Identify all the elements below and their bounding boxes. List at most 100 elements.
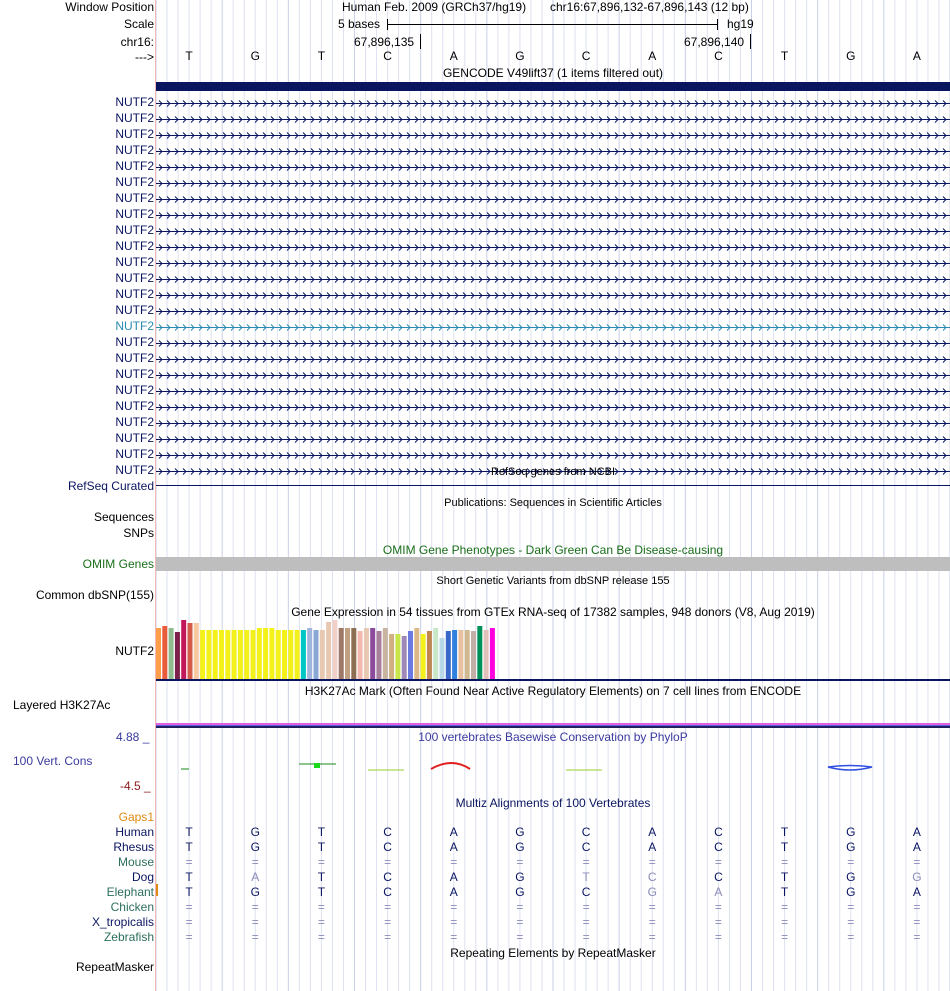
refseq-gene-line[interactable] — [156, 485, 950, 486]
gtex-tissue-bar[interactable] — [256, 628, 262, 679]
gtex-tissue-bar[interactable] — [244, 630, 250, 679]
gtex-tissue-bar[interactable] — [439, 638, 445, 679]
gtex-tissue-bar[interactable] — [263, 628, 269, 679]
gtex-tissue-bar[interactable] — [370, 628, 376, 679]
gencode-transcript-label[interactable]: NUTF2 — [115, 127, 154, 141]
gtex-tissue-bar[interactable] — [300, 630, 306, 679]
gtex-tissue-bar[interactable] — [206, 630, 212, 679]
h3k27ac-track-title[interactable]: H3K27Ac Mark (Often Found Near Active Re… — [304, 684, 802, 698]
gencode-transcript-intron[interactable] — [156, 116, 950, 123]
gtex-tissue-bar[interactable] — [464, 630, 470, 679]
gtex-tissue-bar[interactable] — [294, 630, 300, 679]
multiz-species-label[interactable]: Rhesus — [113, 840, 154, 854]
gtex-track-title[interactable]: Gene Expression in 54 tissues from GTEx … — [291, 605, 815, 619]
gencode-transcript-intron[interactable] — [156, 164, 950, 171]
multiz-gaps-label[interactable]: Gaps1 — [119, 810, 154, 825]
sequences-track-label[interactable]: Sequences — [93, 510, 154, 524]
gencode-transcript-label[interactable]: NUTF2 — [115, 95, 154, 109]
gencode-transcript-intron[interactable] — [156, 100, 950, 107]
gtex-tissue-bar[interactable] — [452, 630, 458, 679]
refseq-track-title[interactable]: RefSeq genes from NCBI — [490, 466, 616, 478]
gtex-tissue-bar[interactable] — [408, 631, 413, 679]
gencode-transcript-label[interactable]: NUTF2 — [115, 335, 154, 349]
omim-track-title[interactable]: OMIM Gene Phenotypes - Dark Green Can Be… — [382, 543, 724, 557]
gencode-transcript-label[interactable]: NUTF2 — [115, 447, 154, 461]
repeatmasker-track-title[interactable]: Repeating Elements by RepeatMasker — [450, 946, 656, 960]
gencode-transcript-intron[interactable] — [156, 148, 950, 155]
gtex-tissue-bar[interactable] — [363, 628, 369, 679]
gtex-tissue-bar[interactable] — [414, 628, 420, 679]
gtex-track-label[interactable]: NUTF2 — [115, 644, 154, 658]
gtex-tissue-bar[interactable] — [345, 628, 350, 679]
gencode-transcript-label[interactable]: NUTF2 — [115, 191, 154, 205]
gtex-tissue-bar[interactable] — [288, 630, 294, 679]
phylop-track-title[interactable]: 100 vertebrates Basewise Conservation by… — [418, 730, 688, 744]
repeatmasker-track-label[interactable]: RepeatMasker — [75, 960, 154, 974]
gencode-transcript-intron[interactable] — [156, 212, 950, 219]
gtex-tissue-bar[interactable] — [162, 626, 168, 679]
gencode-transcript-label[interactable]: NUTF2 — [115, 319, 154, 333]
gencode-transcript-intron[interactable] — [156, 420, 950, 427]
multiz-species-label[interactable]: Chicken — [110, 900, 154, 914]
gencode-transcript-label[interactable]: NUTF2 — [115, 303, 154, 317]
gencode-transcript-intron[interactable] — [156, 388, 950, 395]
gtex-tissue-bar[interactable] — [338, 628, 344, 679]
gencode-transcript-intron[interactable] — [156, 452, 950, 459]
gtex-tissue-bar[interactable] — [357, 631, 363, 679]
refseq-track-label[interactable]: RefSeq Curated — [67, 479, 154, 493]
gtex-tissue-bar[interactable] — [187, 623, 193, 679]
gtex-tissue-bar[interactable] — [156, 628, 161, 679]
gencode-transcript-label[interactable]: NUTF2 — [115, 207, 154, 221]
gtex-tissue-bar[interactable] — [174, 632, 180, 679]
gencode-transcript-label[interactable]: NUTF2 — [115, 463, 154, 477]
gtex-tissue-bar[interactable] — [332, 620, 338, 679]
omim-gene-bar[interactable] — [156, 557, 950, 571]
gencode-transcript-intron[interactable] — [156, 132, 950, 139]
gencode-transcript-label[interactable]: NUTF2 — [115, 287, 154, 301]
dbsnp-track-label[interactable]: Common dbSNP(155) — [35, 588, 154, 602]
gtex-tissue-bar[interactable] — [401, 636, 407, 679]
gencode-transcript-intron[interactable] — [156, 436, 950, 443]
gtex-tissue-bar[interactable] — [269, 628, 275, 679]
gtex-tissue-bar[interactable] — [376, 631, 382, 679]
gencode-collapsed-gene-bar[interactable] — [156, 82, 950, 91]
gtex-tissue-bar[interactable] — [307, 628, 313, 679]
publications-track-title[interactable]: Publications: Sequences in Scientific Ar… — [444, 497, 662, 509]
multiz-track-title[interactable]: Multiz Alignments of 100 Vertebrates — [455, 796, 651, 810]
gencode-transcript-intron[interactable] — [156, 324, 950, 331]
gencode-transcript-label[interactable]: NUTF2 — [115, 239, 154, 253]
gencode-transcript-label[interactable]: NUTF2 — [115, 111, 154, 125]
gencode-transcript-intron[interactable] — [156, 340, 950, 347]
gtex-tissue-bar[interactable] — [212, 630, 218, 679]
gencode-transcript-label[interactable]: NUTF2 — [115, 415, 154, 429]
multiz-species-label[interactable]: Zebrafish — [103, 930, 154, 944]
gtex-tissue-bar[interactable] — [219, 630, 224, 679]
gtex-tissue-bar[interactable] — [426, 631, 432, 679]
gtex-tissue-bar[interactable] — [483, 630, 489, 679]
gtex-tissue-bar[interactable] — [200, 630, 206, 679]
gtex-tissue-bar[interactable] — [313, 630, 319, 679]
gencode-transcript-label[interactable]: NUTF2 — [115, 431, 154, 445]
gencode-transcript-intron[interactable] — [156, 260, 950, 267]
gencode-transcript-intron[interactable] — [156, 276, 950, 283]
snps-track-label[interactable]: SNPs — [123, 526, 154, 540]
multiz-species-label[interactable]: X_tropicalis — [91, 915, 154, 929]
multiz-species-label[interactable]: Elephant — [106, 885, 154, 899]
gencode-transcript-label[interactable]: NUTF2 — [115, 383, 154, 397]
multiz-species-label[interactable]: Mouse — [117, 855, 154, 869]
gtex-tissue-bar[interactable] — [181, 620, 187, 679]
phylop-signal[interactable] — [156, 755, 950, 775]
gtex-tissue-bar[interactable] — [489, 628, 495, 679]
multiz-species-label[interactable]: Dog — [131, 870, 154, 884]
gencode-transcript-label[interactable]: NUTF2 — [115, 399, 154, 413]
gencode-transcript-intron[interactable] — [156, 292, 950, 299]
gencode-transcript-intron[interactable] — [156, 468, 950, 475]
gtex-tissue-bar[interactable] — [458, 630, 464, 679]
gtex-tissue-bar[interactable] — [282, 630, 287, 679]
gtex-tissue-bar[interactable] — [471, 631, 476, 679]
gtex-tissue-bar[interactable] — [237, 630, 243, 679]
gtex-tissue-bar[interactable] — [395, 634, 401, 679]
gencode-transcript-intron[interactable] — [156, 196, 950, 203]
gtex-tissue-bar[interactable] — [250, 630, 256, 679]
